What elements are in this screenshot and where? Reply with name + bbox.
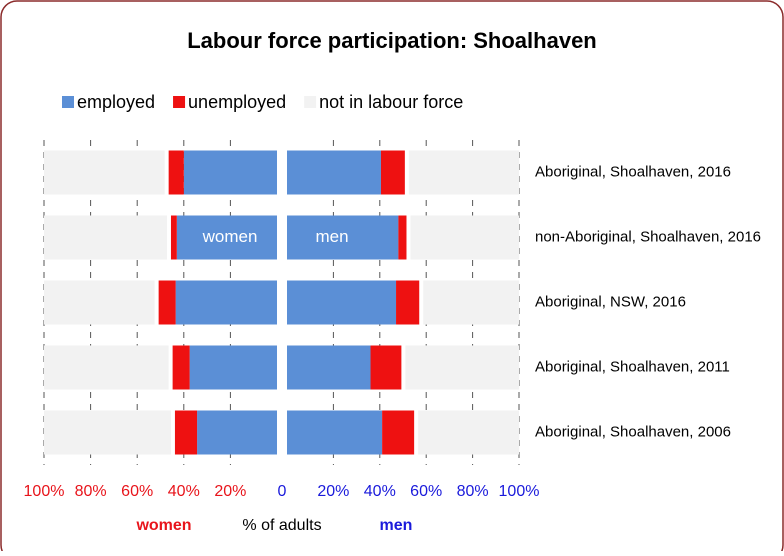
bar-label-women: women bbox=[202, 227, 258, 246]
legend-label: employed bbox=[77, 92, 155, 112]
bar-men bbox=[418, 410, 519, 455]
category-label: Aboriginal, Shoalhaven, 2016 bbox=[535, 163, 731, 180]
bar-women bbox=[183, 150, 277, 195]
bar-women bbox=[44, 150, 165, 195]
x-tick-label: 100% bbox=[24, 483, 65, 500]
bar-men bbox=[287, 150, 381, 195]
legend-label: not in labour force bbox=[319, 92, 463, 112]
legend-swatch bbox=[173, 96, 186, 108]
x-tick-label: 20% bbox=[317, 483, 349, 500]
bar-men bbox=[287, 345, 371, 390]
bar-men bbox=[423, 280, 519, 325]
men-axis-label: men bbox=[380, 517, 413, 534]
bar-men bbox=[405, 345, 519, 390]
bar-men bbox=[287, 215, 399, 260]
category-label: Aboriginal, Shoalhaven, 2006 bbox=[535, 423, 731, 440]
x-tick-label: 60% bbox=[121, 483, 153, 500]
bar-women bbox=[44, 345, 169, 390]
category-label: Aboriginal, Shoalhaven, 2011 bbox=[535, 358, 730, 375]
bar-men bbox=[287, 280, 397, 325]
x-tick-label: 80% bbox=[75, 483, 107, 500]
bar-men bbox=[287, 410, 383, 455]
bar-women bbox=[189, 345, 277, 390]
x-tick-label: 60% bbox=[410, 483, 442, 500]
x-tick-label: 20% bbox=[214, 483, 246, 500]
bar-women bbox=[197, 410, 277, 455]
bar-women bbox=[174, 410, 198, 455]
bar-women bbox=[158, 280, 176, 325]
category-label: Aboriginal, NSW, 2016 bbox=[535, 293, 686, 310]
bar-men bbox=[396, 280, 420, 325]
legend-swatch bbox=[62, 96, 74, 108]
bar-men bbox=[408, 150, 519, 195]
bar-women bbox=[44, 280, 155, 325]
bar-men bbox=[398, 215, 407, 260]
x-tick-label: 0 bbox=[278, 483, 287, 500]
women-axis-label: women bbox=[135, 517, 191, 534]
x-tick-label: 40% bbox=[364, 483, 396, 500]
bar-women bbox=[168, 150, 184, 195]
bar-men bbox=[370, 345, 402, 390]
category-label: non-Aboriginal, Shoalhaven, 2016 bbox=[535, 228, 761, 245]
bar-women bbox=[175, 280, 277, 325]
x-tick-label: 40% bbox=[168, 483, 200, 500]
bar-men bbox=[410, 215, 519, 260]
bar-men bbox=[382, 410, 415, 455]
bar-women bbox=[170, 215, 177, 260]
bar-women bbox=[44, 410, 171, 455]
x-axis-label: % of adults bbox=[242, 517, 321, 534]
bar-women bbox=[172, 345, 190, 390]
bar-label-men: men bbox=[315, 227, 348, 246]
bar-men bbox=[380, 150, 405, 195]
bar-women bbox=[44, 215, 167, 260]
x-tick-label: 80% bbox=[457, 483, 489, 500]
legend-label: unemployed bbox=[188, 92, 286, 112]
x-tick-label: 100% bbox=[499, 483, 540, 500]
bar-women bbox=[176, 215, 277, 260]
legend-swatch bbox=[304, 96, 317, 108]
chart-title: Labour force participation: Shoalhaven bbox=[187, 28, 597, 53]
